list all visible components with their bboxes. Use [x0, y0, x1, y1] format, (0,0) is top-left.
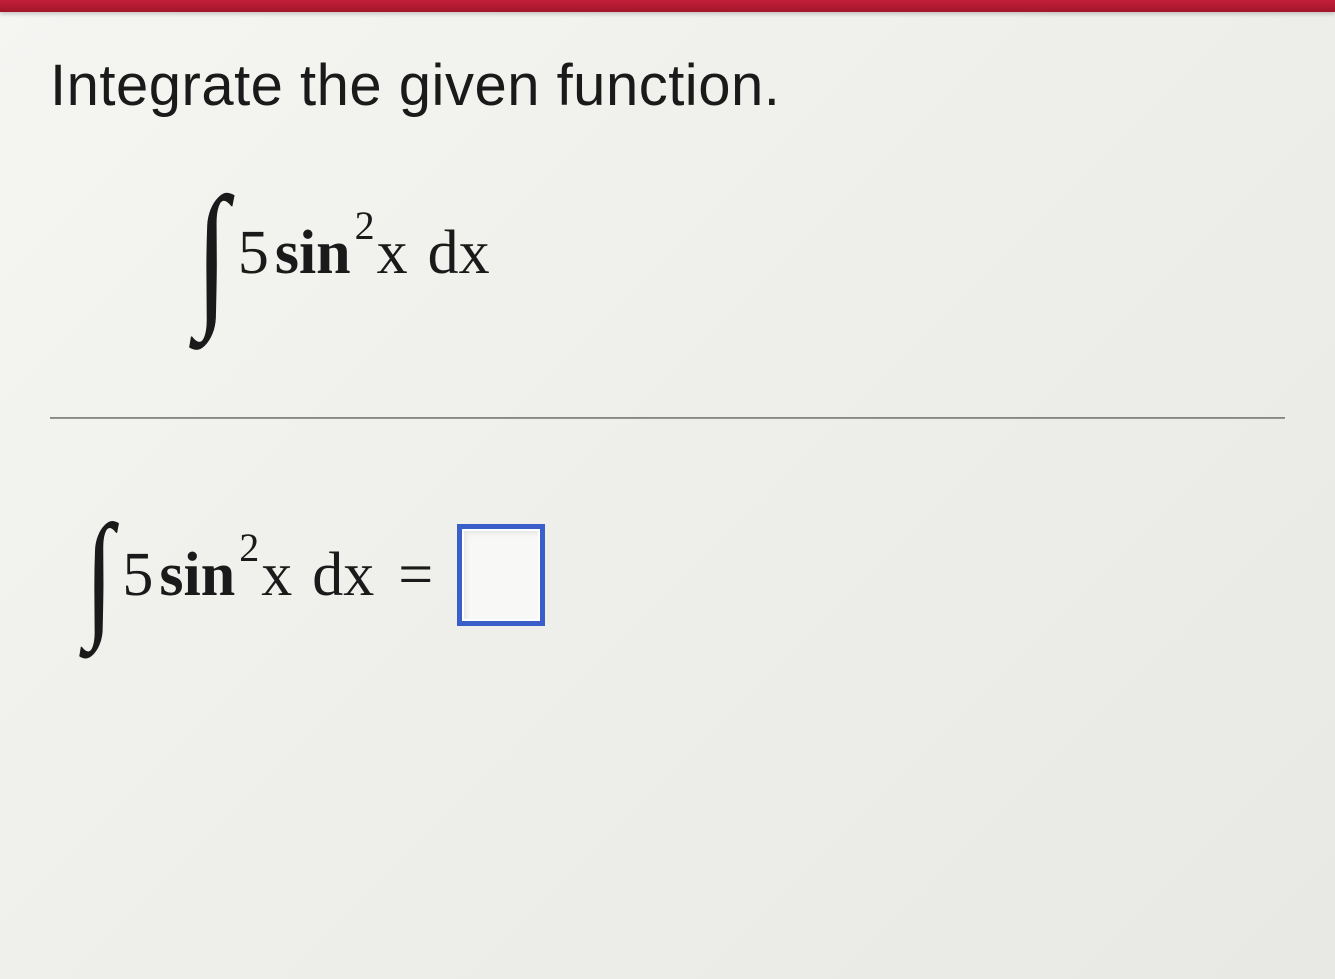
question-prompt: Integrate the given function.	[50, 52, 1285, 119]
math-row-display: ∫ 5 sin 2 x dx	[190, 189, 1285, 317]
function-name: sin	[159, 540, 235, 611]
integral-sign-icon: ∫	[85, 519, 114, 631]
exponent: 2	[239, 524, 259, 571]
equals-sign: =	[398, 540, 433, 611]
coefficient: 5	[238, 218, 269, 289]
coefficient: 5	[122, 540, 153, 611]
answer-row: ∫ 5 sin 2 x dx =	[80, 519, 1285, 631]
integral-sign-icon: ∫	[195, 189, 228, 317]
function-name: sin	[275, 218, 351, 289]
differential: dx	[428, 218, 490, 289]
exponent: 2	[355, 202, 375, 249]
top-accent-bar	[0, 0, 1335, 12]
answer-input[interactable]	[457, 524, 545, 626]
variable: x	[377, 218, 408, 289]
differential: dx	[312, 540, 374, 611]
question-content: Integrate the given function. ∫ 5 sin 2 …	[0, 12, 1335, 631]
section-divider	[50, 417, 1285, 419]
integral-expression: ∫ 5 sin 2 x dx	[190, 189, 1285, 317]
variable: x	[261, 540, 292, 611]
